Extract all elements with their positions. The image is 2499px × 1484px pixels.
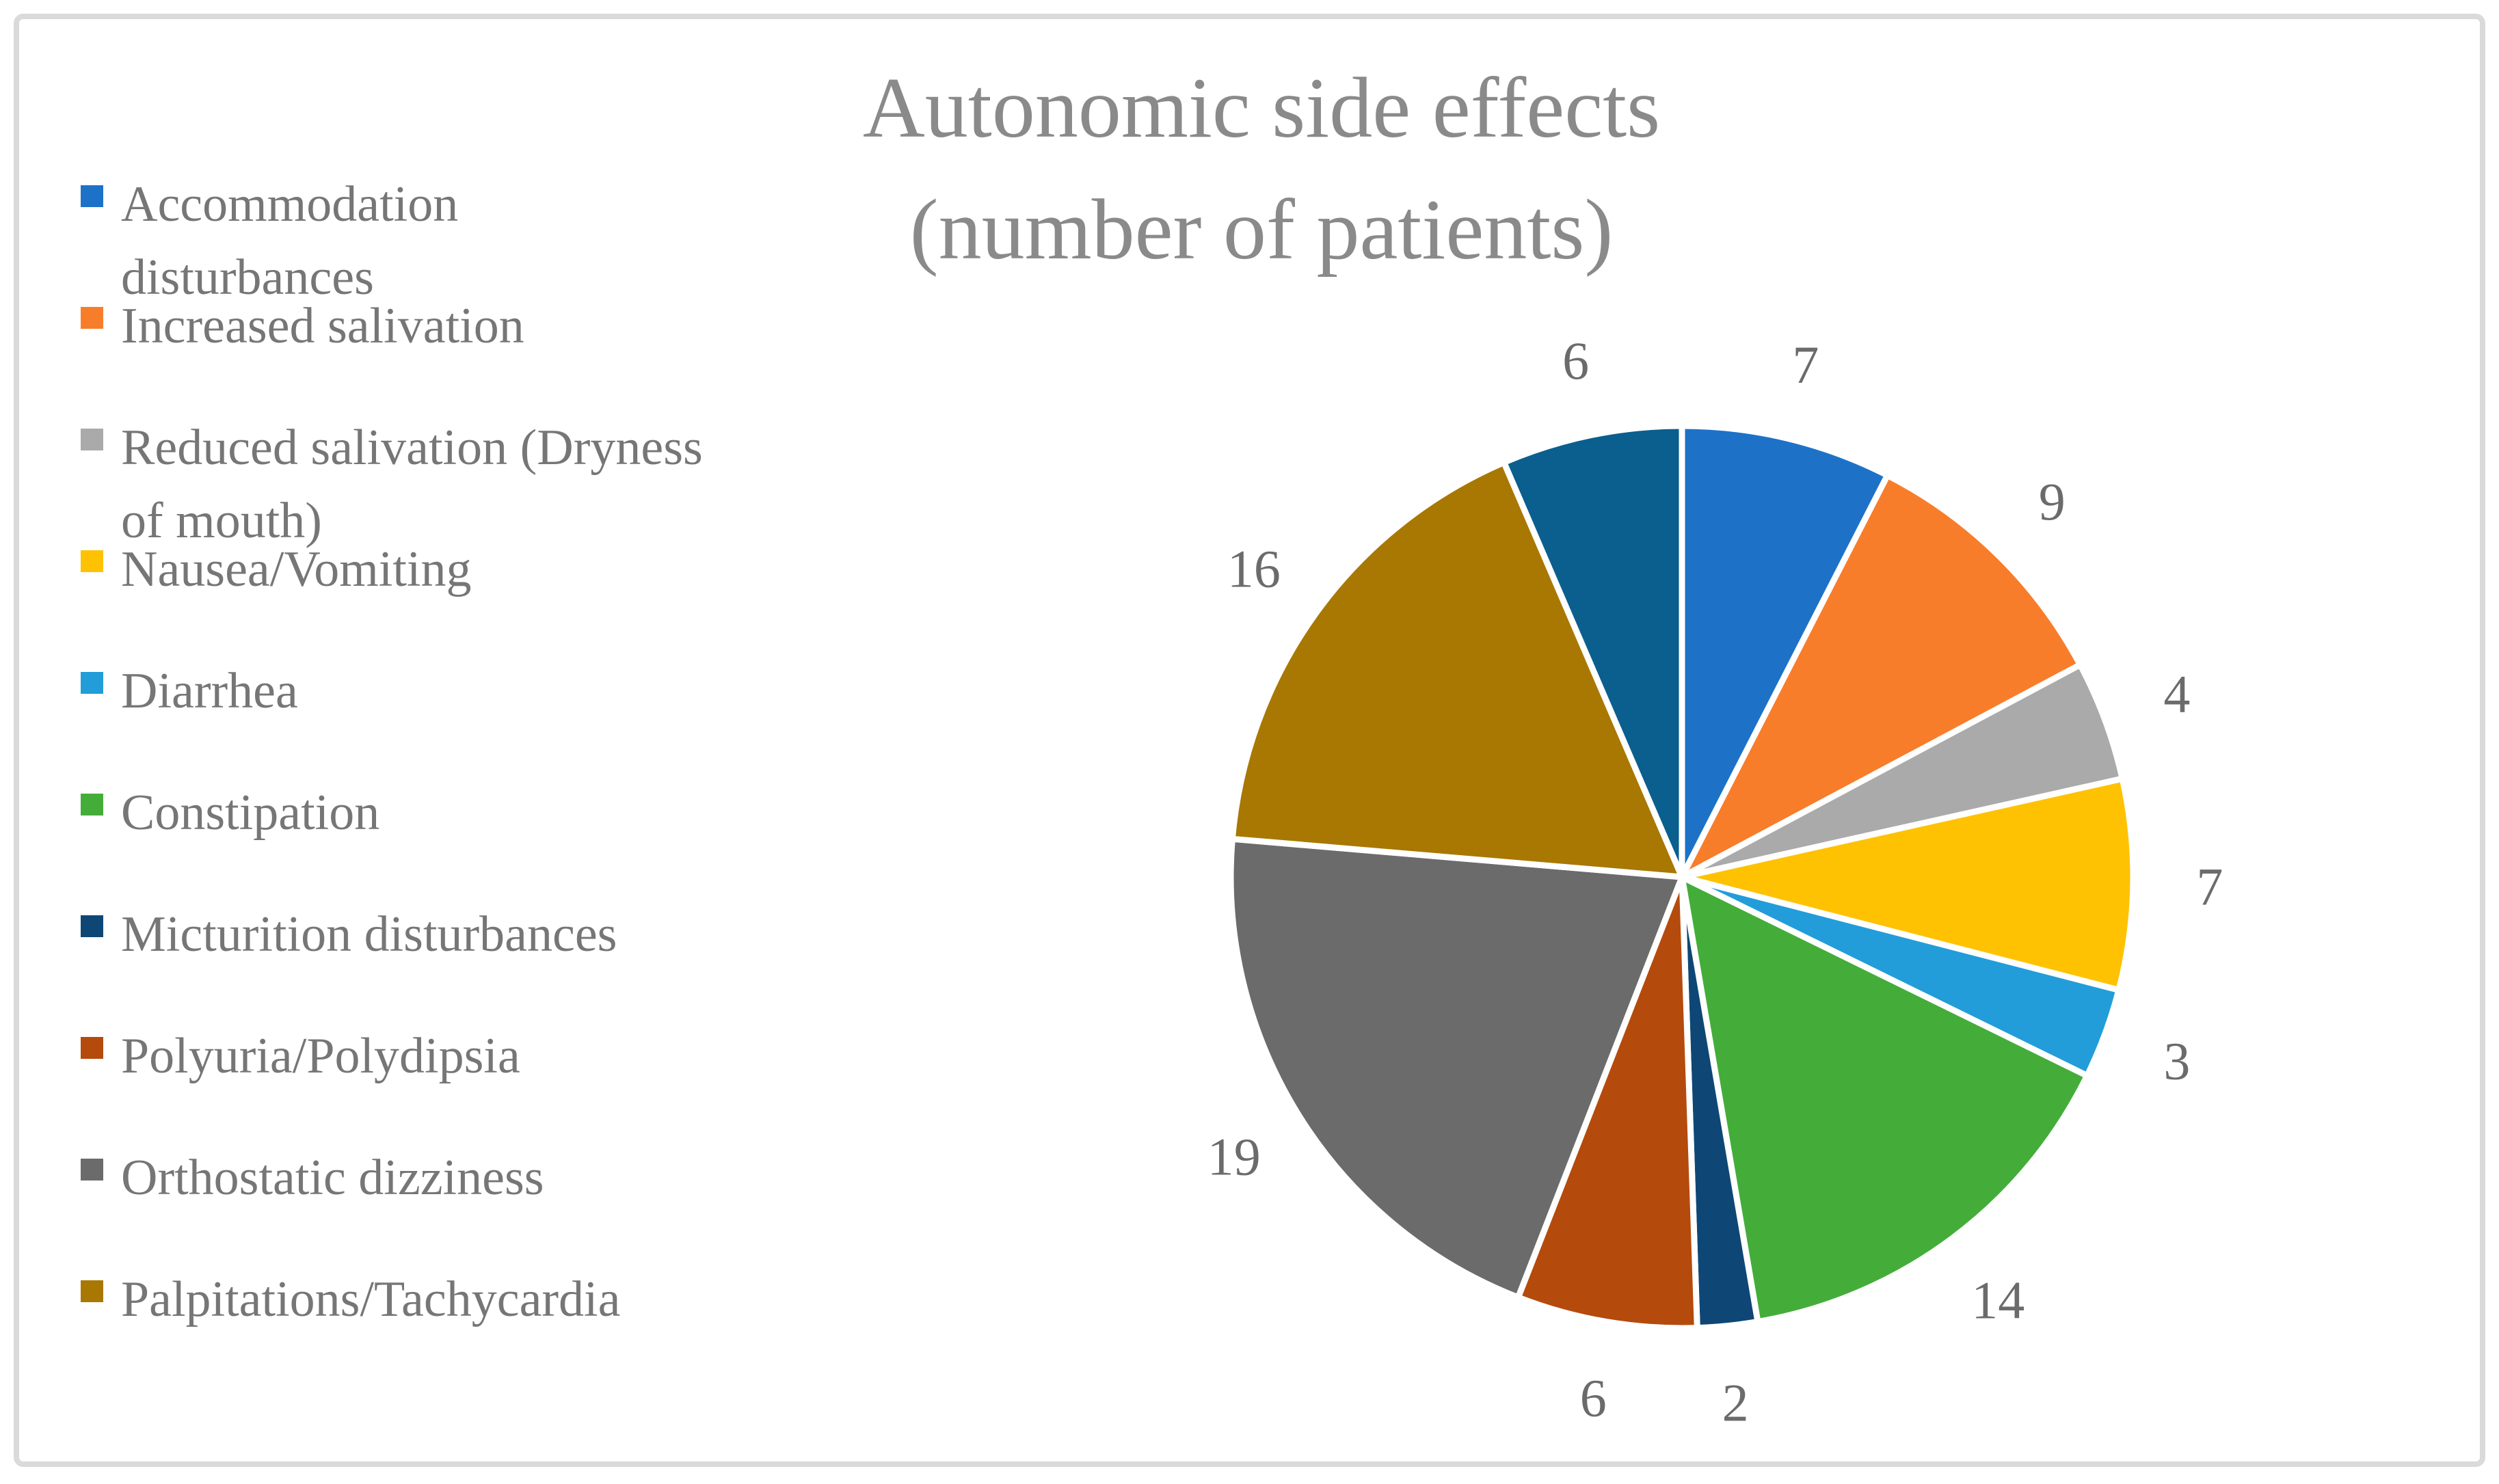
data-label: 7 [1792,335,1819,394]
legend-label: Reduced salivation (Dryness of mouth) [121,420,703,549]
pie-chart: 7 9 4 7 3 14 2 6 19 16 6 [1207,331,2223,1432]
legend-item: Reduced salivation (Dryness of mouth) [81,412,703,549]
legend-item: Orthostatic dizziness [81,1142,544,1263]
legend-swatch [81,794,103,815]
legend-label: Increased salivation [121,298,524,354]
legend-swatch [81,1159,103,1181]
pie-slice [1679,874,2091,1325]
legend-swatch [81,307,103,329]
legend-swatch [81,429,103,450]
legend-label: Palpitations/Tachycardia [121,1271,621,1327]
data-label: 16 [1227,539,1281,599]
pie-area: 7 9 4 7 3 14 2 6 19 16 6 [1087,287,2290,1481]
pie-slice [1679,775,2137,993]
legend-swatch [81,550,103,572]
data-label: 7 [2196,856,2223,916]
data-label: 6 [1562,331,1589,390]
legend-label: Micturition disturbances [121,906,617,962]
legend-swatch [81,1037,103,1059]
data-label: 6 [1580,1368,1607,1427]
legend-item: Constipation [81,777,379,898]
chart-title-line2: (number of patients) [909,183,1614,278]
legend-label: Polyuria/Polydipsia [121,1028,520,1084]
legend-label: Diarrhea [121,663,298,719]
data-label: 19 [1207,1127,1261,1187]
legend-label: Accommodation disturbances [121,176,459,306]
pie-slice [1679,472,2083,880]
legend-swatch [81,185,103,207]
pie-slice [1514,874,1700,1332]
chart-title-line1: Autonomic side effects [862,61,1661,156]
pie-slice [1501,422,1685,880]
pie-slice [1227,835,1685,1301]
pie-slice [1229,459,1685,880]
legend-item: Diarrhea [81,655,298,777]
data-label: 9 [2039,472,2066,531]
data-label: 4 [2163,664,2190,724]
legend-label: Nausea/Vomiting [121,541,472,597]
pie-slice [1679,422,1891,880]
legend-item: Polyuria/Polydipsia [81,1020,520,1142]
legend-swatch [81,672,103,694]
data-label: 14 [1971,1271,2024,1330]
legend-swatch [81,915,103,937]
legend-label: Orthostatic dizziness [121,1150,544,1206]
chart-title: Autonomic side effects (number of patien… [714,48,1808,291]
legend-item: Accommodation disturbances [81,168,458,306]
legend-label: Constipation [121,785,380,841]
legend-item: Nausea/Vomiting [81,533,471,655]
legend-item: Increased salivation [81,290,524,412]
data-label: 3 [2163,1031,2190,1090]
legend-item: Palpitations/Tachycardia [81,1263,620,1385]
data-label: 2 [1722,1373,1749,1432]
legend-swatch [81,1280,103,1302]
legend-item: Micturition disturbances [81,898,617,1020]
